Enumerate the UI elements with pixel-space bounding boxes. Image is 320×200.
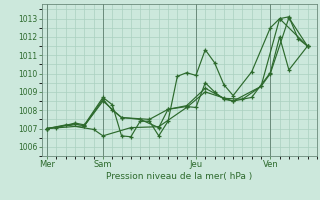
X-axis label: Pression niveau de la mer( hPa ): Pression niveau de la mer( hPa ) bbox=[106, 172, 252, 181]
